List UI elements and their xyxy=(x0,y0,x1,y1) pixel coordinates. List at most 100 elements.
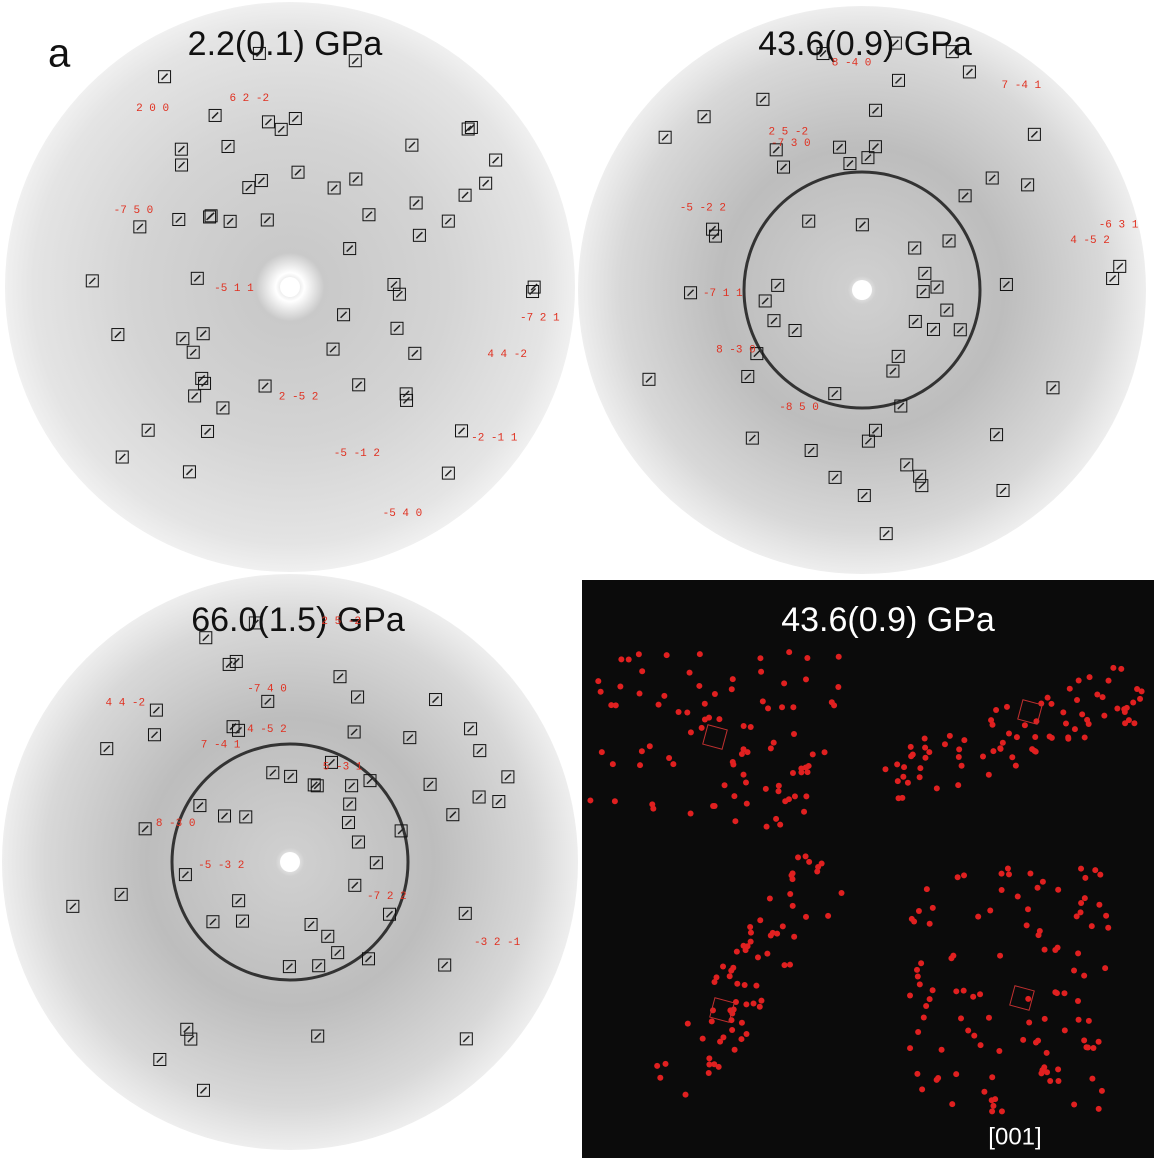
lattice-point xyxy=(1044,1069,1050,1075)
lattice-point xyxy=(768,745,774,751)
lattice-point xyxy=(1082,875,1088,881)
lattice-point xyxy=(922,755,928,761)
lattice-point xyxy=(989,1097,995,1103)
lattice-point xyxy=(930,905,936,911)
lattice-point xyxy=(734,981,740,987)
lattice-point xyxy=(709,1018,715,1024)
lattice-point xyxy=(1022,722,1028,728)
lattice-point xyxy=(1000,740,1006,746)
panel-title: 2.2(0.1) GPa xyxy=(188,25,383,63)
lattice-point xyxy=(1055,1066,1061,1072)
lattice-point xyxy=(700,1036,706,1042)
lattice-point xyxy=(739,1020,745,1026)
lattice-point xyxy=(768,932,774,938)
lattice-point xyxy=(1074,697,1080,703)
lattice-point xyxy=(1096,902,1102,908)
lattice-point xyxy=(955,782,961,788)
lattice-point xyxy=(924,886,930,892)
lattice-point xyxy=(773,816,779,822)
lattice-point xyxy=(716,1064,722,1070)
lattice-point xyxy=(670,761,676,767)
lattice-point xyxy=(716,716,722,722)
lattice-point xyxy=(748,930,754,936)
lattice-point xyxy=(636,651,642,657)
lattice-point xyxy=(1085,1045,1091,1051)
lattice-point xyxy=(702,701,708,707)
lattice-point xyxy=(787,962,793,968)
lattice-point xyxy=(1055,887,1061,893)
lattice-point xyxy=(990,1103,996,1109)
lattice-point xyxy=(1094,691,1100,697)
lattice-point xyxy=(751,1001,757,1007)
hkl-label: 8 -3 0 xyxy=(156,818,196,830)
beam xyxy=(280,852,300,872)
lattice-point xyxy=(926,749,932,755)
lattice-point xyxy=(610,761,616,767)
lattice-point xyxy=(720,964,726,970)
hkl-label: 6 2 -2 xyxy=(229,93,269,105)
lattice-point xyxy=(910,752,916,758)
lattice-point xyxy=(798,769,804,775)
lattice-point xyxy=(731,793,737,799)
lattice-point xyxy=(738,1036,744,1042)
lattice-point xyxy=(896,795,902,801)
lattice-point xyxy=(717,1039,723,1045)
lattice-point xyxy=(777,822,783,828)
lattice-point xyxy=(959,763,965,769)
lattice-point xyxy=(965,1027,971,1033)
lattice-point xyxy=(618,656,624,662)
lattice-point xyxy=(781,680,787,686)
lattice-point xyxy=(917,981,923,987)
lattice-point xyxy=(986,1015,992,1021)
lattice-point xyxy=(598,689,604,695)
lattice-point xyxy=(894,761,900,767)
lattice-point xyxy=(942,741,948,747)
lattice-point xyxy=(729,686,735,692)
lattice-point xyxy=(1114,705,1120,711)
lattice-point xyxy=(1103,913,1109,919)
lattice-point xyxy=(803,914,809,920)
hkl-label: -2 -1 1 xyxy=(471,432,518,444)
lattice-point xyxy=(1015,893,1021,899)
lattice-point xyxy=(1137,696,1143,702)
lattice-point xyxy=(637,691,643,697)
lattice-point xyxy=(1047,734,1053,740)
lattice-point xyxy=(1047,1078,1053,1084)
lattice-point xyxy=(1075,998,1081,1004)
lattice-point xyxy=(803,793,809,799)
lattice-point xyxy=(743,1001,749,1007)
lattice-point xyxy=(712,691,718,697)
lattice-point xyxy=(1006,871,1012,877)
lattice-point xyxy=(697,651,703,657)
lattice-point xyxy=(918,960,924,966)
lattice-point xyxy=(1106,678,1112,684)
lattice-point xyxy=(661,693,667,699)
lattice-point xyxy=(907,992,913,998)
lattice-point xyxy=(1061,990,1067,996)
lattice-point xyxy=(1072,726,1078,732)
hkl-label: -7 2 1 xyxy=(520,312,560,324)
lattice-point xyxy=(696,683,702,689)
lattice-point xyxy=(764,951,770,957)
beam xyxy=(280,277,300,297)
lattice-point xyxy=(727,973,733,979)
lattice-point xyxy=(664,652,670,658)
lattice-point xyxy=(744,1031,750,1037)
lattice-point xyxy=(1032,748,1038,754)
lattice-point xyxy=(997,745,1003,751)
lattice-point xyxy=(595,678,601,684)
hkl-label: 7 -4 1 xyxy=(201,739,241,751)
lattice-point xyxy=(961,872,967,878)
lattice-point xyxy=(1110,665,1116,671)
lattice-point xyxy=(927,996,933,1002)
lattice-point xyxy=(706,1055,712,1061)
lattice-point xyxy=(1075,950,1081,956)
lattice-point xyxy=(775,788,781,794)
hkl-label: -7 5 0 xyxy=(114,205,154,217)
hkl-label: 8 -3 0 xyxy=(716,345,756,357)
lattice-point xyxy=(1089,923,1095,929)
hkl-label: -5 -2 2 xyxy=(680,203,726,215)
lattice-point xyxy=(1032,734,1038,740)
lattice-point xyxy=(771,740,777,746)
lattice-point xyxy=(953,1071,959,1077)
